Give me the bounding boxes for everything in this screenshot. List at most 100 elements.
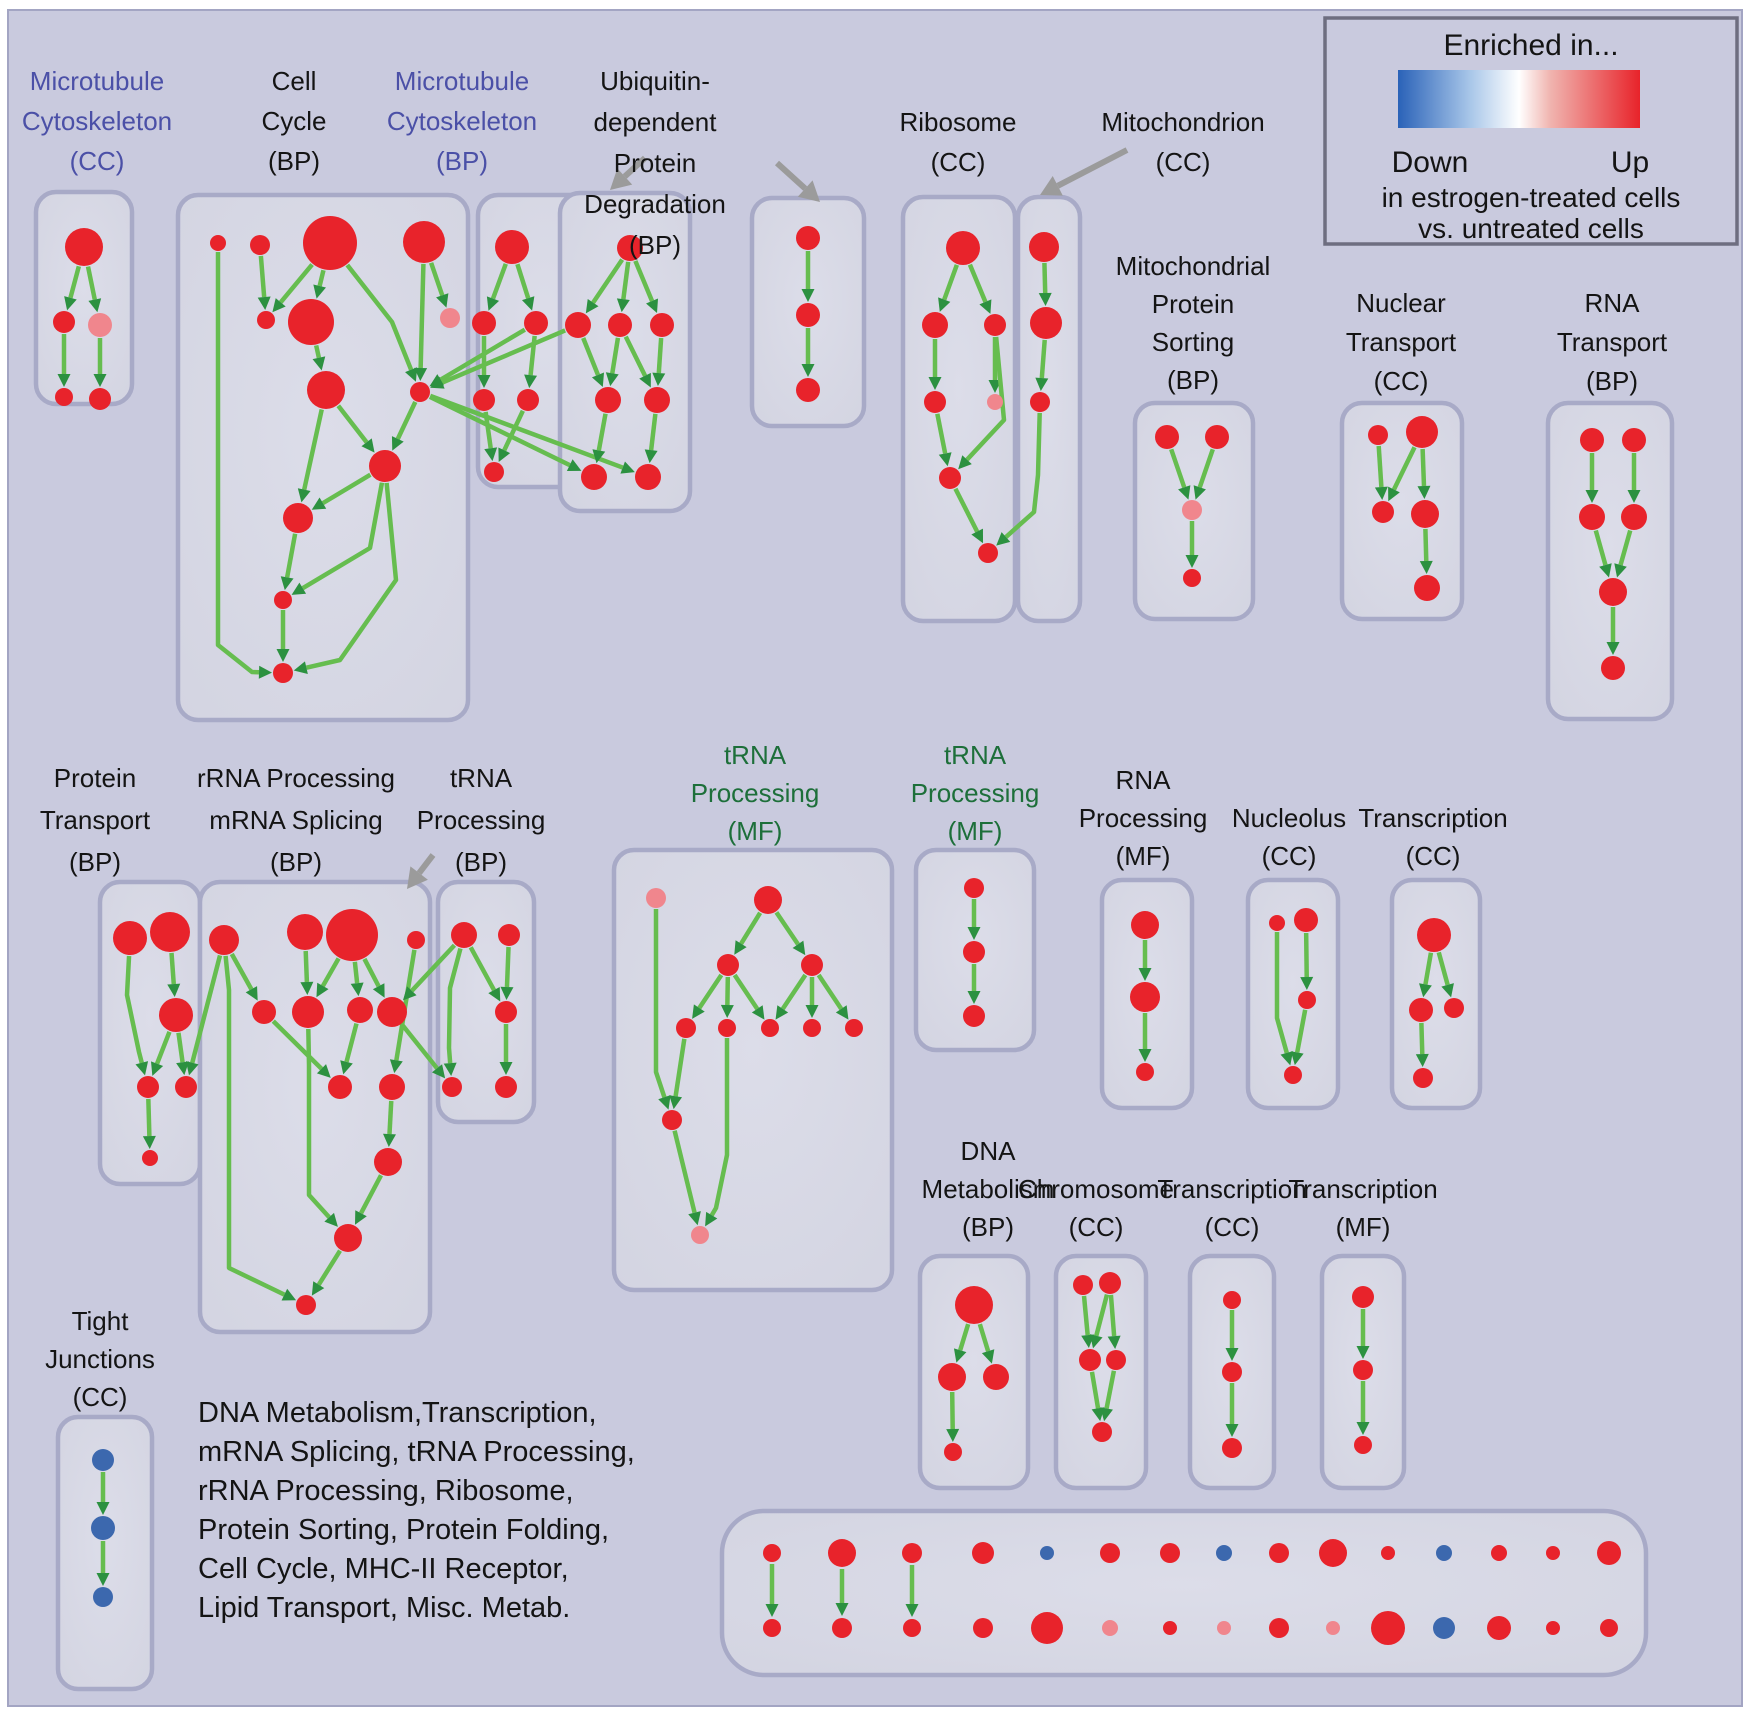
shared-terms-annotation: Protein Sorting, Protein Folding, [198,1514,609,1546]
edge-strip-2-head [905,1604,919,1617]
edge-q12-q13 [316,1249,342,1286]
edge-c9-u6-head [566,459,582,471]
cluster-label-mitosort: Protein [1152,289,1234,319]
cluster-label-transmf: Transcription [1288,1174,1437,1204]
edge-c8-c11 [301,409,324,491]
edge-c3-c9 [345,263,414,371]
go-term-node [498,924,520,946]
go-term-node [410,382,430,402]
edge-z3-z4 [1295,1009,1308,1053]
edge-a1-a3 [85,266,97,300]
edge-h2-h3-head [1356,1422,1370,1435]
cluster-label-dnametab: (BP) [962,1212,1014,1242]
edge-v1-v3-head [488,986,501,1002]
edge-z1-z4 [1274,932,1289,1054]
go-term-node [1155,425,1179,449]
cluster-label-mtcc: Cytoskeleton [22,106,172,136]
edge-c11-c12 [284,533,298,578]
label-pointer-arrow [1056,147,1129,189]
edge-e2-e3 [1094,1294,1110,1337]
edge-u1-u3-head [616,298,630,313]
edge-p1-p4-head [135,1061,149,1076]
go-term-node [1368,425,1388,445]
go-term-node [88,313,112,337]
edge-u3-u8-head [639,372,651,388]
cluster-label-rnatrans: Transport [1557,327,1668,357]
cluster-label-tightjunc: Junctions [45,1344,155,1374]
go-term-node [252,1000,276,1024]
cluster-label-trnabp: tRNA [450,763,513,793]
go-term-node [718,1019,736,1037]
cluster-box-rrna [197,879,433,1335]
edge-q3-q7 [352,961,360,984]
go-term-node [595,387,621,413]
edge-c3-c6-head [313,284,326,299]
edge-q3-q8-head [372,983,385,998]
go-term-node [972,1542,994,1564]
cluster-label-mito: (CC) [1156,147,1211,177]
cluster-label-rrna: (BP) [270,847,322,877]
go-term-node [1622,428,1646,452]
edge-k2-k3-head [96,1573,110,1586]
cluster-label-mitosort: (BP) [1167,365,1219,395]
go-term-node [113,921,147,955]
edge-a1-a2 [68,265,82,299]
edge-c8-c10 [336,404,369,444]
cluster-label-rrna: mRNA Splicing [209,805,382,835]
cluster-label-cellcycle: Cell [272,66,317,96]
edge-u4-u8-head [652,372,666,387]
cluster-label-ubiq_deg: Degradation [584,189,726,219]
cluster-label-tightjunc: (CC) [73,1382,128,1412]
go-term-node [451,922,477,948]
cluster-label-transcc1: Transcription [1358,803,1507,833]
go-term-node [274,591,292,609]
edge-i1-i2-head [1419,983,1432,998]
edge-m1-m3-head [521,296,535,311]
edge-w1-w10-head [658,1095,671,1110]
edge-r3-r6 [965,336,1007,462]
edge-e4-e5-head [1100,1407,1113,1422]
edge-r3-r6-head [958,455,972,470]
edge-c2-c5 [258,255,267,298]
cluster-label-transcc2: (CC) [1205,1212,1260,1242]
edge-y1-y2-head [1138,968,1152,981]
go-term-node [1284,1066,1302,1084]
go-term-node [326,909,378,961]
go-term-node [1298,991,1316,1009]
go-term-node [1136,1063,1154,1081]
go-term-node [763,1544,781,1562]
cluster-box-mtcc [33,189,135,407]
edge-v1-q8-head [402,986,417,1001]
go-term-node [473,389,495,411]
cluster-label-transcc1: (CC) [1406,841,1461,871]
edge-i1-i2 [1423,952,1434,985]
go-term-node [1417,918,1451,952]
edge-s2-s3-head [1193,485,1206,500]
cluster-label-ubiq_deg: Protein [614,148,696,178]
cluster-label-rrna: rRNA Processing [197,763,395,793]
edge-r6-r7 [953,487,980,533]
edge-f2-f3-head [1225,1424,1239,1437]
edge-v2-v3-head [500,986,514,1001]
go-term-node [1436,1545,1452,1561]
edge-w2-w3 [739,911,763,945]
go-term-node [608,313,632,337]
edge-r3-r5-head [988,380,1002,393]
edge-n4-n5 [1423,528,1429,562]
edge-c2-c5-head [257,296,271,311]
go-term-node [635,464,661,490]
go-term-node [1601,656,1625,680]
go-term-node [1216,1545,1232,1561]
edge-i1-i3-head [1441,983,1454,998]
edge-c10-c11 [321,472,372,506]
cluster-box-shared-terms [719,1508,1649,1678]
go-term-node [1079,1349,1101,1371]
go-term-node [1326,1621,1340,1635]
edge-t3-t5 [1593,529,1608,566]
go-term-node [1029,232,1059,262]
edge-w4-w7 [780,973,808,1011]
go-term-node [1353,1360,1373,1380]
edge-r1-r3 [967,263,988,303]
edge-r4-r6-head [938,452,952,467]
go-term-node [250,235,270,255]
